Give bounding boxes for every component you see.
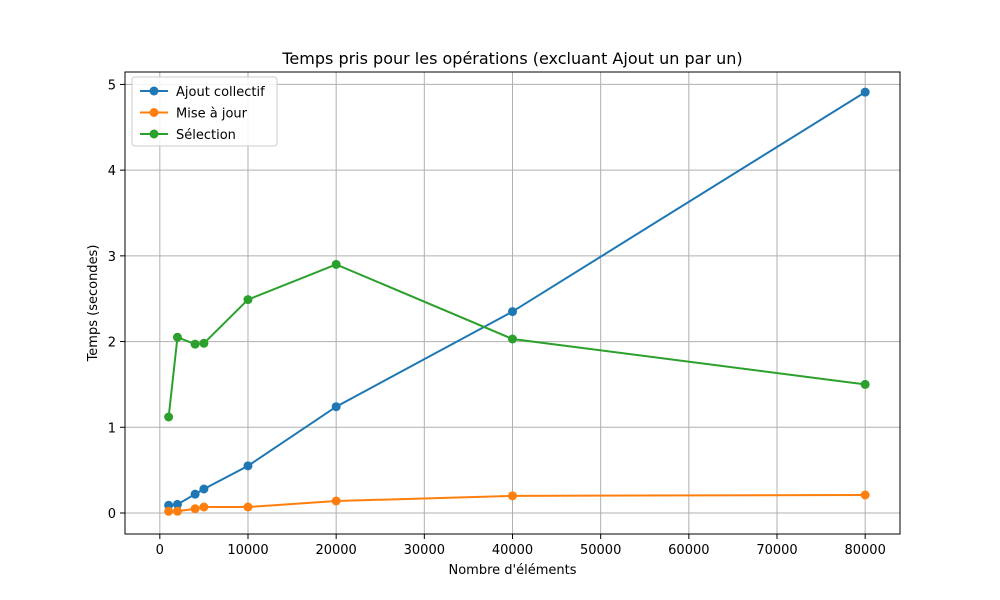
x-tick-label: 40000 [492, 543, 533, 558]
y-tick-label: 2 [108, 336, 116, 351]
legend-item: Mise à jour [140, 107, 248, 122]
legend-label: Mise à jour [176, 107, 248, 122]
data-point-ajout-collectif [860, 87, 870, 97]
data-point-selection [172, 332, 182, 342]
data-point-ajout-collectif [243, 461, 253, 471]
data-point-ajout-collectif [190, 489, 200, 499]
legend-label: Ajout collectif [176, 85, 265, 100]
y-tick-label: 4 [108, 164, 116, 179]
x-tick-label: 0 [156, 543, 164, 558]
y-tick-label: 3 [108, 250, 116, 265]
x-tick-label: 80000 [844, 543, 885, 558]
data-point-ajout-collectif [331, 402, 341, 412]
x-tick-label: 50000 [580, 543, 621, 558]
grid [125, 72, 900, 534]
y-tick-label: 0 [108, 507, 116, 522]
y-tick-label: 5 [108, 78, 116, 93]
legend: Ajout collectif Mise à jour Sélection [131, 76, 278, 147]
data-point-mise-a-jour [860, 490, 870, 500]
legend-item: Ajout collectif [140, 85, 265, 100]
data-point-selection [331, 259, 341, 269]
data-point-ajout-collectif [508, 307, 517, 317]
x-tick-label: 70000 [756, 543, 797, 558]
chart-title: Temps pris pour les opérations (excluant… [281, 49, 742, 68]
data-point-selection [243, 295, 253, 305]
series-selection [164, 259, 870, 422]
data-point-selection [190, 339, 200, 349]
series-mise-a-jour [164, 490, 870, 516]
data-point-ajout-collectif [172, 499, 182, 509]
x-tick-label: 10000 [227, 543, 268, 558]
data-point-mise-a-jour [190, 504, 200, 514]
data-point-mise-a-jour [199, 502, 209, 512]
x-axis-label: Nombre d'éléments [449, 563, 577, 578]
legend-marker [149, 108, 159, 117]
legend-item: Sélection [140, 128, 236, 143]
data-point-mise-a-jour [331, 496, 341, 506]
x-tick-label: 60000 [668, 543, 709, 558]
y-axis-label: Temps (secondes) [86, 245, 101, 363]
legend-marker [149, 86, 159, 96]
data-point-selection [508, 334, 517, 344]
series-group [164, 87, 870, 516]
legend-marker [149, 129, 159, 139]
data-point-selection [199, 338, 209, 348]
legend-box [131, 76, 278, 147]
x-tick-label: 30000 [404, 543, 445, 558]
data-point-mise-a-jour [164, 506, 174, 516]
data-point-mise-a-jour [243, 502, 253, 512]
x-tick-label: 20000 [315, 543, 356, 558]
data-point-selection [164, 412, 174, 422]
y-tick-label: 1 [108, 421, 116, 436]
legend-label: Sélection [176, 128, 236, 143]
axis-ticks: 0 10000 20000 30000 40000 50000 60000 70000 8000… [108, 78, 886, 558]
data-point-ajout-collectif [199, 484, 209, 494]
data-point-selection [860, 379, 870, 389]
data-point-mise-a-jour [508, 491, 517, 501]
data-point-mise-a-jour [172, 506, 182, 516]
